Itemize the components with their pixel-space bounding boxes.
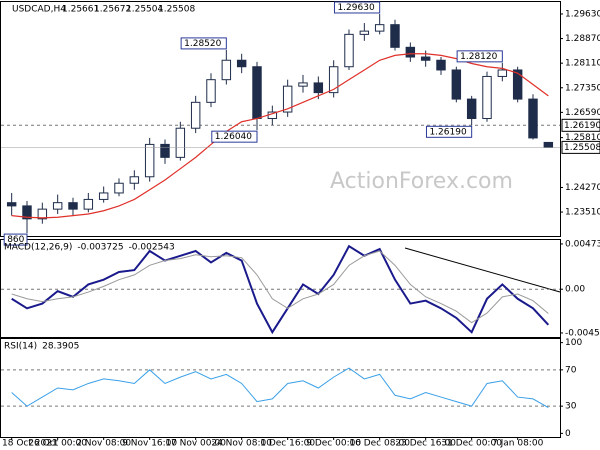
x-tick-label: 17 Nov 00:00 (165, 439, 226, 449)
candle-body (451, 69, 462, 100)
y-tick-label: 1.23510 (565, 208, 600, 218)
y-tick-label: 0 (565, 429, 571, 439)
candle-body (206, 79, 216, 103)
x-tick-label: 9 Dec 00:00 (306, 439, 361, 449)
candle-body (160, 143, 170, 158)
indicator-value: 28.3905 (42, 342, 79, 352)
indicator-line (11, 244, 550, 335)
y-tick-label: 30 (565, 402, 577, 412)
annotation-box (3, 233, 28, 246)
candle-body (114, 182, 124, 194)
level-box (561, 118, 600, 132)
candle-body (328, 66, 339, 94)
candle-body (313, 82, 324, 94)
annotation-label: 860 (7, 235, 24, 245)
x-tick-label: 31 Dec 00:00 (441, 439, 502, 449)
macd-panel (0, 239, 561, 338)
x-tick-label: 23 Dec 16:00 (395, 439, 456, 449)
ohlc-value: 1.25661 (62, 5, 99, 15)
annotation-label: 1.29630 (337, 3, 374, 13)
annotation-label: 1.26040 (215, 132, 252, 142)
candle-body (83, 198, 94, 210)
last-price-label: 1.25508 (564, 143, 600, 153)
y-tick-label: 1.27350 (565, 83, 600, 93)
candle-body (466, 98, 477, 120)
indicator-line (11, 250, 549, 324)
candle-body (129, 176, 140, 184)
y-tick-label: 1.28110 (565, 59, 600, 69)
candle-body (175, 127, 186, 158)
x-tick-label: 24 Nov 08:00 (211, 439, 272, 449)
ohlc-value: 1.25672 (94, 5, 131, 15)
y-tick-label: 0.004738 (565, 239, 600, 249)
candle-body (236, 59, 247, 68)
candle-body (252, 66, 262, 120)
x-tick-label: 7 Jan 08:00 (492, 439, 544, 449)
annotation-box (180, 37, 227, 50)
panel-title: RSI(14) (4, 342, 37, 352)
x-tick-label: 2 Nov 08:00 (76, 439, 131, 449)
x-tick-label: 1 Dec 16:00 (260, 439, 315, 449)
candle-body (68, 202, 78, 210)
y-tick-label: 100 (565, 338, 582, 348)
y-tick-label: 1.26590 (565, 108, 600, 118)
candle-body (497, 69, 508, 77)
rsi-panel (0, 338, 561, 438)
candle-body (190, 101, 201, 129)
candle-body (405, 46, 416, 58)
x-tick-label: 16 Dec 08:00 (349, 439, 410, 449)
price-panel (0, 1, 561, 237)
candle-body (512, 69, 523, 100)
candle-body (528, 98, 538, 139)
y-tick-label: -0.004578 (565, 328, 600, 338)
annotation-box (456, 50, 503, 63)
y-tick-label: 1.25810 (565, 133, 600, 143)
candle-body (344, 33, 354, 68)
x-tick-label: 26 Oct 00:00 (28, 439, 87, 449)
candle-body (359, 30, 370, 35)
watermark: ActionForex.com (330, 169, 513, 194)
candle-body (6, 202, 17, 207)
last-price-box (561, 140, 600, 154)
candle-body (221, 59, 232, 81)
ohlc-value: 1.25508 (158, 5, 195, 15)
annotation-label: 1.26190 (429, 127, 466, 137)
x-tick-label: 18 Oct 2021 (2, 439, 58, 449)
candle-body (298, 82, 308, 87)
annotation-label: 1.28120 (460, 52, 497, 62)
y-tick-label: 1.29630 (565, 9, 600, 19)
panel-title: MACD(12,26,9) (4, 243, 72, 253)
candle-body (37, 208, 48, 220)
y-tick-label: 1.28870 (565, 34, 600, 44)
ohlc-value: 1.25504 (126, 5, 163, 15)
annotation-box (333, 1, 381, 14)
candle-body (420, 56, 431, 61)
candle-body (98, 192, 109, 200)
annotation-box (211, 130, 258, 143)
x-tick-label: 9 Nov 16:00 (122, 439, 177, 449)
candle-body (543, 141, 554, 148)
y-tick-label: 1.24270 (565, 183, 600, 193)
trend-line (404, 247, 561, 293)
y-tick-label: 0.00 (565, 285, 585, 295)
chart-title: USDCAD,H4 (12, 5, 66, 15)
indicator-line (11, 367, 549, 409)
annotation-box (425, 125, 473, 138)
candle-body (390, 24, 400, 48)
level-label: 1.26190 (564, 121, 600, 131)
indicator-value: -0.002543 (129, 243, 175, 253)
candle-body (52, 202, 63, 210)
candle-body (374, 24, 385, 32)
candle-body (144, 143, 155, 178)
candle-body (482, 75, 492, 120)
candle-body (22, 205, 32, 220)
indicator-value: -0.003725 (77, 243, 123, 253)
annotation-label: 1.28520 (184, 39, 221, 49)
candle-body (282, 85, 293, 113)
y-tick-label: 70 (565, 365, 577, 375)
candle-body (436, 59, 446, 71)
